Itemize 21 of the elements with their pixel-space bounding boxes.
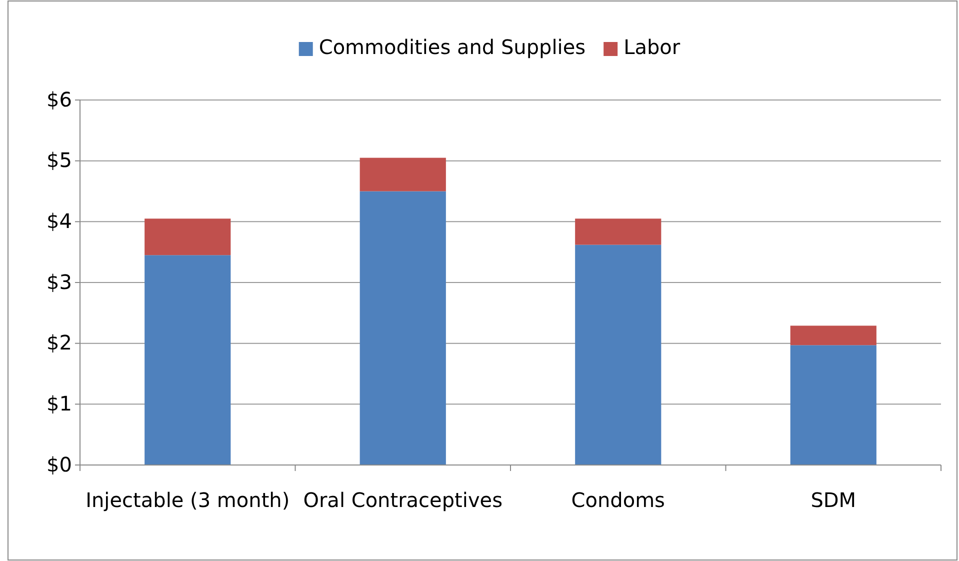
y-tick-label: $3 (46, 270, 72, 294)
legend-label: Commodities and Supplies (318, 35, 586, 59)
bar (790, 345, 876, 465)
bar (144, 255, 231, 465)
x-tick-label: Oral Contraceptives (303, 488, 503, 512)
x-tick-label: SDM (810, 488, 856, 512)
bar (790, 326, 876, 346)
bar (575, 244, 662, 465)
y-tick-label: $1 (46, 392, 72, 416)
legend-label: Labor (624, 35, 681, 59)
y-tick-label: $0 (46, 452, 72, 476)
x-tick-label: Injectable (3 month) (86, 488, 290, 512)
y-tick-label: $5 (46, 148, 72, 172)
bar (144, 218, 231, 256)
y-tick-label: $2 (46, 330, 72, 355)
x-tick-label: Condoms (571, 488, 665, 512)
y-tick-label: $4 (46, 209, 72, 234)
y-tick-label: $6 (46, 87, 72, 112)
bar (575, 218, 662, 245)
bar (360, 191, 446, 465)
bar (360, 158, 446, 192)
